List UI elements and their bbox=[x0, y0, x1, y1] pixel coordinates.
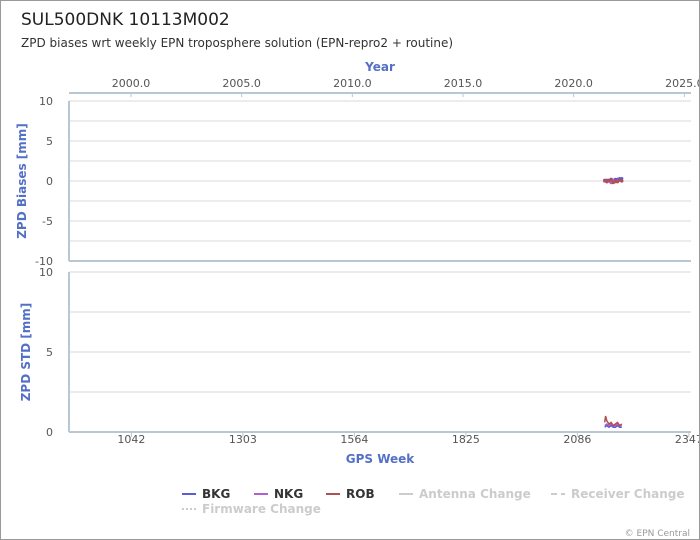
legend-item-firmware-change[interactable]: Firmware Change bbox=[182, 502, 321, 516]
y-tick-label-std: 10 bbox=[39, 266, 53, 279]
top-axis-tick-label: 2005.0 bbox=[222, 77, 261, 90]
series-line-std-bkg bbox=[604, 424, 622, 429]
legend-label-bkg: BKG bbox=[202, 487, 230, 501]
y-tick-label-std: 5 bbox=[46, 346, 53, 359]
y-tick-label-biases: -10 bbox=[35, 255, 53, 268]
x-axis-tick-label: 2086 bbox=[563, 433, 591, 446]
y-tick-label-biases: -5 bbox=[42, 215, 53, 228]
x-axis-title: GPS Week bbox=[346, 452, 416, 466]
top-axis-tick-label: 2000.0 bbox=[112, 77, 151, 90]
legend-item-bkg[interactable]: BKG bbox=[182, 487, 230, 501]
top-axis-title: Year bbox=[364, 60, 395, 74]
data-point-rob bbox=[620, 179, 624, 183]
x-axis-tick-label: 2347 bbox=[675, 433, 699, 446]
legend-label-receiver-change: Receiver Change bbox=[571, 487, 685, 501]
top-axis-tick-label: 2025.0 bbox=[665, 77, 699, 90]
y-tick-label-std: 0 bbox=[46, 426, 53, 439]
top-axis-tick-label: 2015.0 bbox=[444, 77, 483, 90]
legend-item-receiver-change[interactable]: Receiver Change bbox=[551, 487, 685, 501]
series-line-std-rob bbox=[603, 415, 623, 427]
data-point-rob bbox=[609, 177, 613, 181]
y-axis-title-std: ZPD STD [mm] bbox=[19, 303, 33, 402]
y-tick-label-biases: 0 bbox=[46, 175, 53, 188]
y-tick-label-biases: 10 bbox=[39, 95, 53, 108]
legend-item-nkg[interactable]: NKG bbox=[254, 487, 303, 501]
legend: BKG NKG ROB Antenna Change Receiver Change Fi… bbox=[182, 487, 685, 516]
x-axis-tick-label: 1303 bbox=[229, 433, 257, 446]
chart-title: SUL500DNK 10113M002 bbox=[21, 10, 230, 30]
legend-label-antenna-change: Antenna Change bbox=[419, 487, 531, 501]
x-axis-tick-label: 1825 bbox=[452, 433, 480, 446]
x-axis-tick-label: 1564 bbox=[340, 433, 368, 446]
legend-item-antenna-change[interactable]: Antenna Change bbox=[399, 487, 531, 501]
top-axis-tick-label: 2010.0 bbox=[333, 77, 372, 90]
y-tick-label-biases: 5 bbox=[46, 135, 53, 148]
legend-label-firmware-change: Firmware Change bbox=[202, 502, 321, 516]
legend-label-rob: ROB bbox=[346, 487, 375, 501]
credits[interactable]: © EPN Central bbox=[625, 529, 690, 539]
x-axis-tick-label: 1042 bbox=[117, 433, 145, 446]
legend-label-nkg: NKG bbox=[274, 487, 303, 501]
chart-subtitle: ZPD biases wrt weekly EPN troposphere so… bbox=[21, 36, 453, 50]
top-axis-tick-label: 2020.0 bbox=[554, 77, 593, 90]
legend-item-rob[interactable]: ROB bbox=[326, 487, 375, 501]
y-axis-title-biases: ZPD Biases [mm] bbox=[15, 123, 29, 239]
